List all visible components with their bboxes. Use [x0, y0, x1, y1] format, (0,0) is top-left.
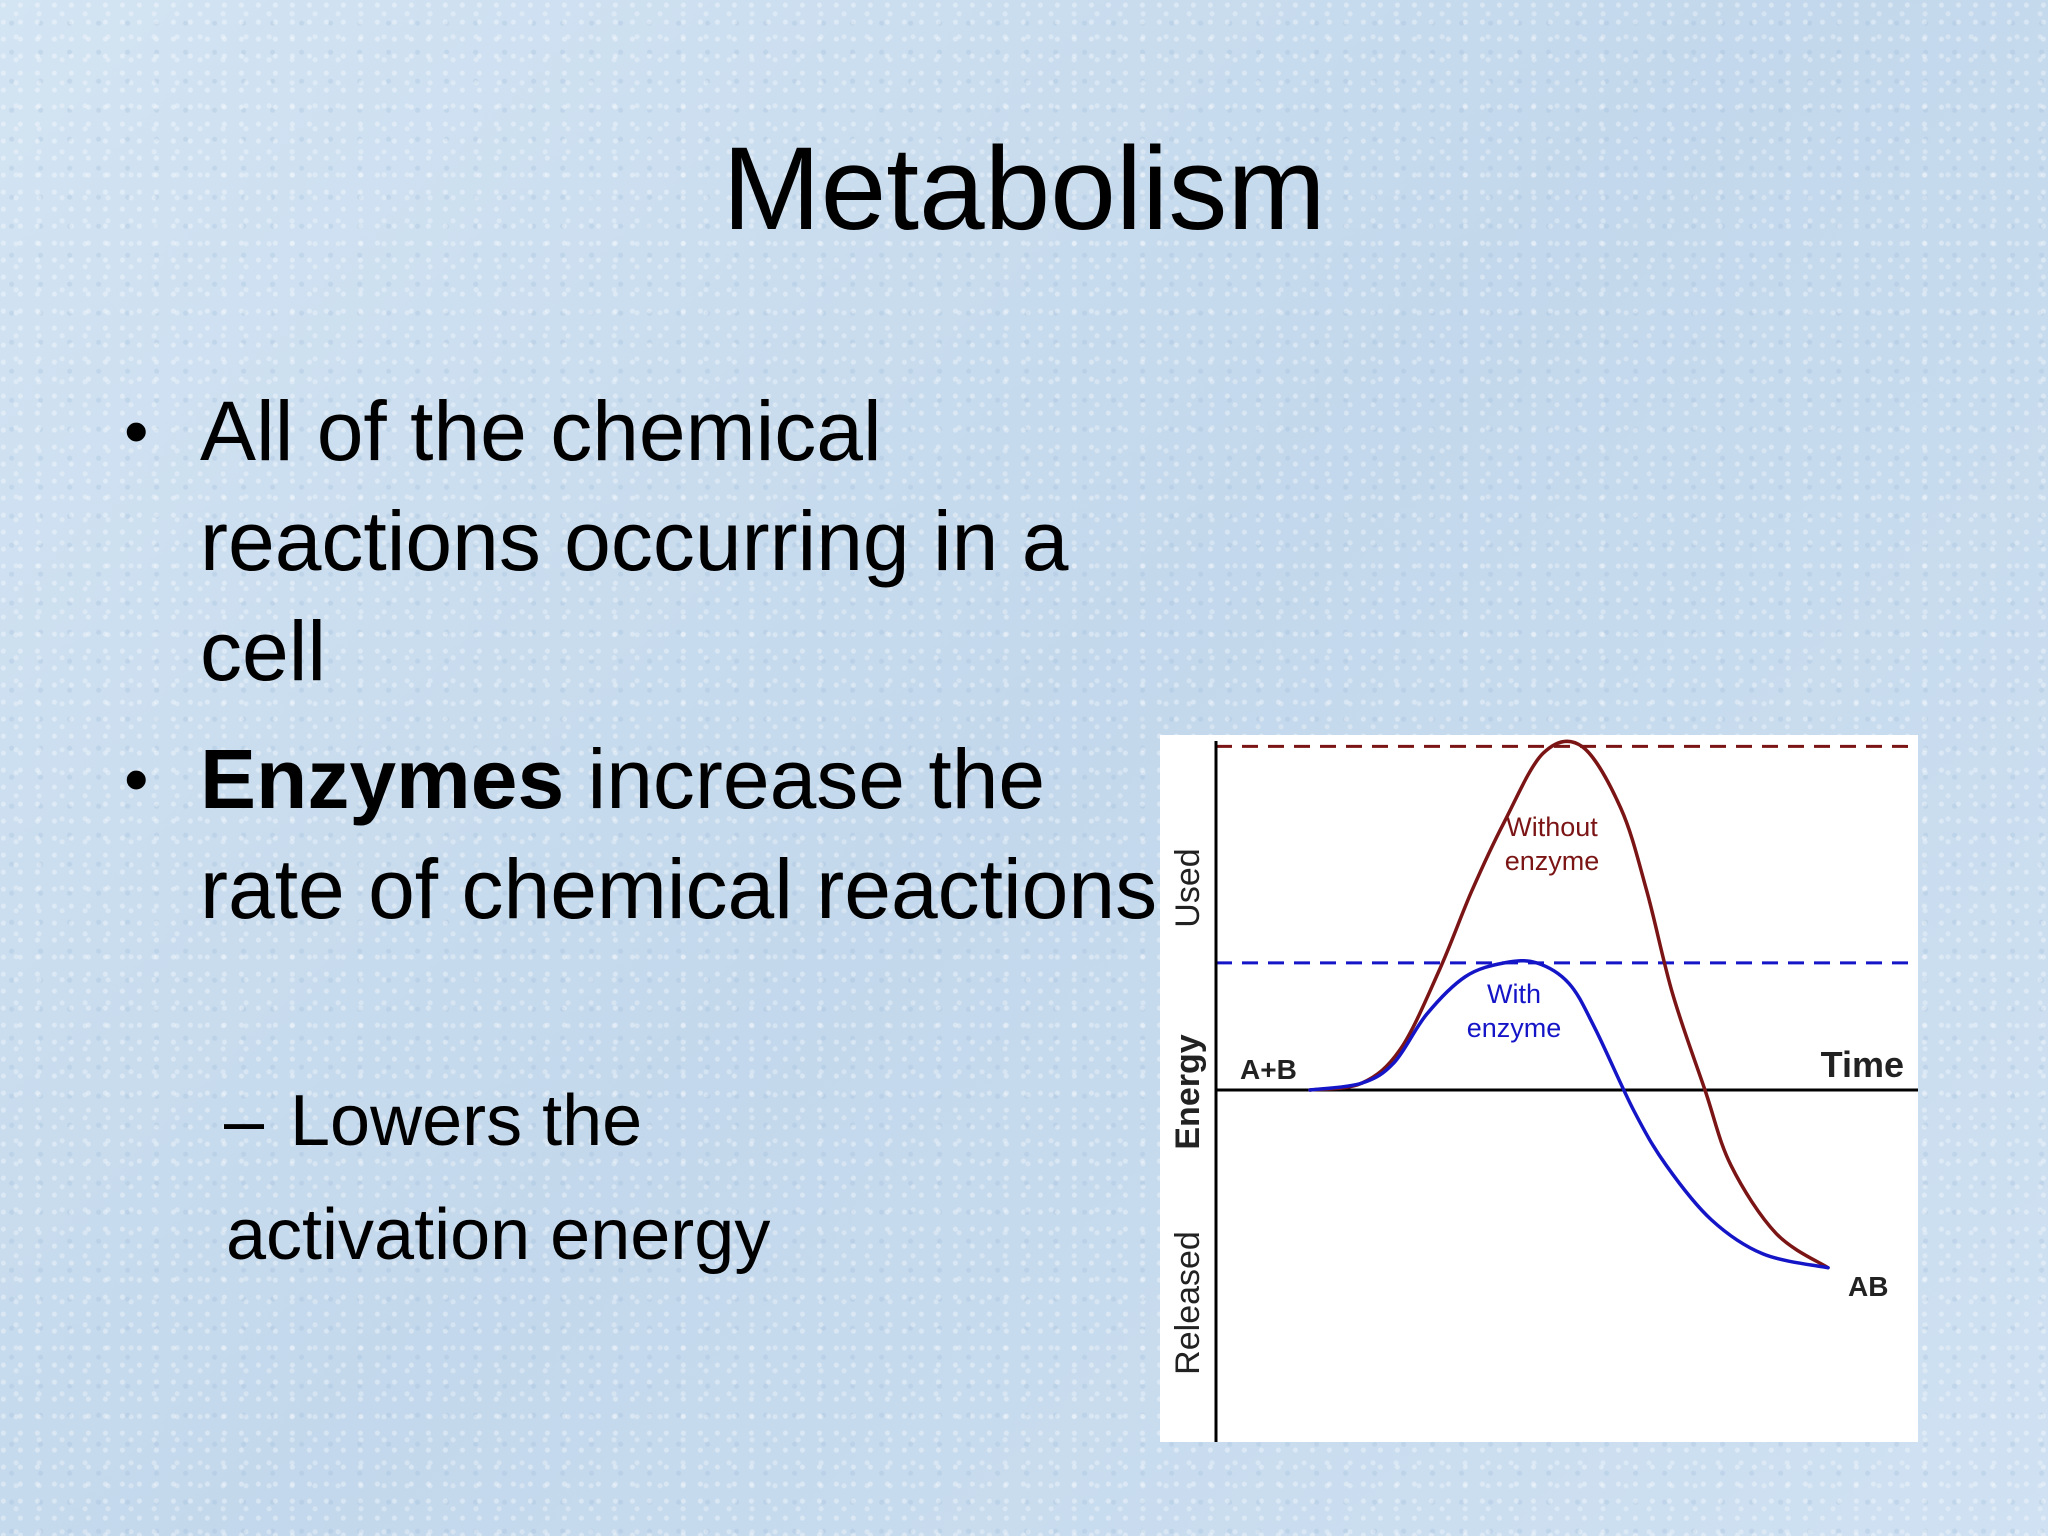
series-line: [1308, 739, 1830, 1270]
sub-bullet-marker: –: [224, 1081, 265, 1161]
bullet-list: • All of the chemical reactions occurrin…: [124, 376, 1160, 1275]
with-enzyme-label: enzyme: [1467, 1013, 1562, 1043]
bullet-item: • All of the chemical reactions occurrin…: [124, 376, 1160, 706]
product-label: AB: [1848, 1271, 1888, 1302]
series-line: [1308, 958, 1830, 1270]
y-axis-released-label: Released: [1169, 1231, 1207, 1375]
x-axis-label: Time: [1821, 1044, 1904, 1085]
y-axis-used-label: Used: [1169, 848, 1207, 927]
y-axis-energy-label: Energy: [1169, 1034, 1207, 1149]
bullet-marker: •: [124, 392, 149, 470]
sub-bullet-text-line1: Lowers the: [290, 1081, 643, 1161]
energy-chart-svg: A+B AB Time Without enzyme With enzyme Used Ener…: [1169, 739, 1918, 1442]
bullet-bold-term: Enzymes: [200, 732, 565, 826]
sub-bullet-text-line2: activation energy: [226, 1195, 771, 1275]
without-enzyme-label: Without: [1506, 812, 1598, 842]
bullet-text: All of the chemical reactions occurring …: [200, 384, 1069, 698]
bullet-marker: •: [124, 740, 149, 818]
reactants-label: A+B: [1240, 1054, 1297, 1085]
with-enzyme-label: With: [1487, 979, 1541, 1009]
bullet-item: • Enzymes increase the rate of chemical …: [124, 724, 1160, 944]
energy-diagram: A+B AB Time Without enzyme With enzyme Used Ener…: [1160, 735, 1918, 1442]
page-title: Metabolism: [722, 123, 1326, 255]
without-enzyme-label: enzyme: [1505, 846, 1600, 876]
bullet-text: increase the rate of chemical reactions: [200, 732, 1158, 936]
